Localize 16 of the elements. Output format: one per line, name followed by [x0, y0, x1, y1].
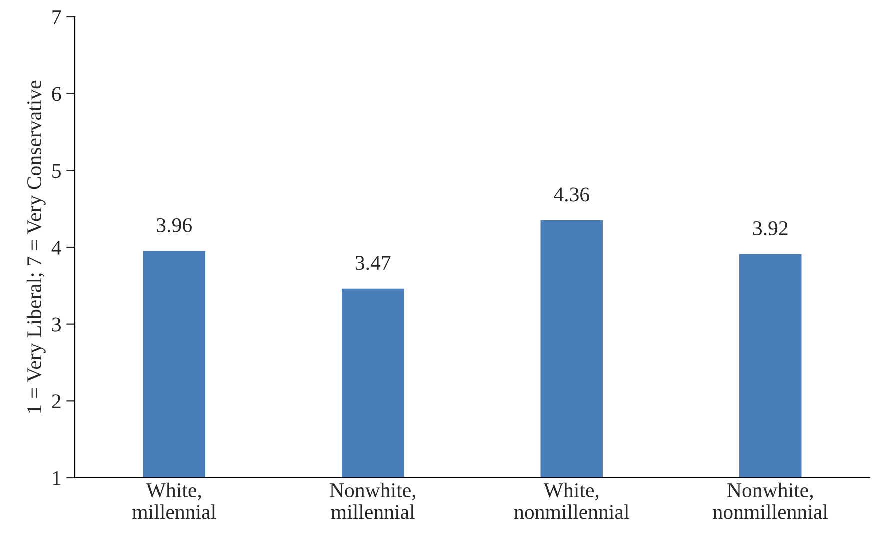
- data-label: 3.96: [157, 218, 192, 233]
- y-tick-label: 5: [52, 164, 61, 178]
- y-tick-label: 3: [52, 318, 61, 332]
- y-axis-title: 1 = Very Liberal; 7 = Very Conservative: [26, 80, 46, 413]
- y-tick-label: 7: [52, 10, 62, 24]
- y-tick-label: 4: [52, 241, 62, 255]
- y-tick-label: 2: [52, 394, 61, 408]
- x-tick-label: Nonwhite, nonmillennial: [713, 482, 828, 520]
- data-label: 3.92: [753, 222, 788, 236]
- x-tick-label: Nonwhite, millennial: [330, 482, 416, 520]
- x-tick-label: White, millennial: [132, 482, 216, 520]
- y-tick-label: 1: [53, 471, 61, 486]
- y-tick-label: 6: [52, 87, 62, 102]
- x-tick-label: White, nonmillennial: [514, 482, 630, 520]
- data-label: 4.36: [554, 188, 590, 202]
- data-label: 3.47: [356, 256, 391, 270]
